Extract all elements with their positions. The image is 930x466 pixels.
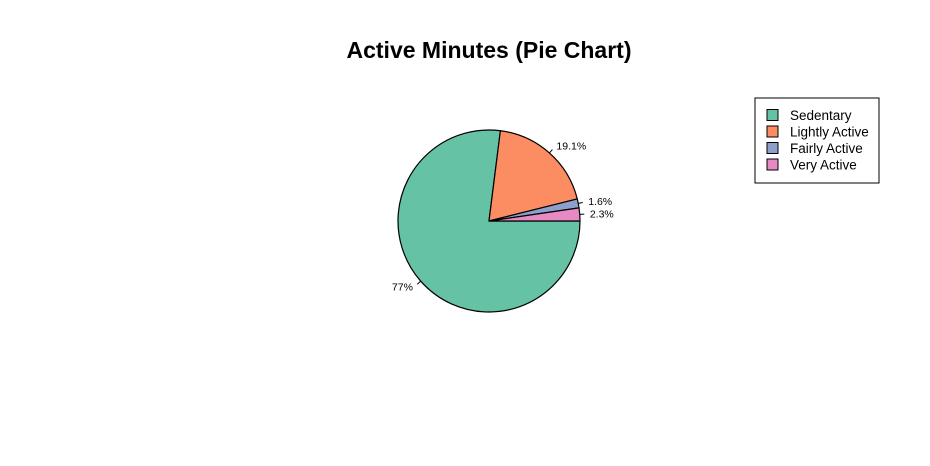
legend-entry-label: Sedentary bbox=[790, 108, 852, 123]
pie-leader-tick bbox=[578, 202, 583, 204]
pie-slice-label: 19.1% bbox=[556, 141, 586, 153]
legend-entry-label: Very Active bbox=[790, 158, 857, 173]
pie-slice-label: 1.6% bbox=[588, 196, 612, 208]
pie-slice-label: 2.3% bbox=[590, 208, 614, 220]
pie-leader-tick bbox=[549, 149, 553, 154]
chart-title: Active Minutes (Pie Chart) bbox=[347, 37, 632, 63]
legend-entry-label: Lightly Active bbox=[790, 125, 869, 140]
pie-slices bbox=[397, 129, 581, 313]
pie-slice-labels: 77% 19.1% 1.6%2.3% bbox=[392, 141, 614, 294]
legend-swatch bbox=[766, 142, 779, 154]
legend-entry-label: Fairly Active bbox=[790, 141, 863, 156]
legend-swatch bbox=[766, 158, 779, 171]
pie-slice-label: 77% bbox=[392, 282, 413, 294]
pie-leader-tick bbox=[416, 280, 422, 285]
legend-swatch bbox=[766, 109, 779, 121]
legend-swatch bbox=[766, 125, 779, 138]
